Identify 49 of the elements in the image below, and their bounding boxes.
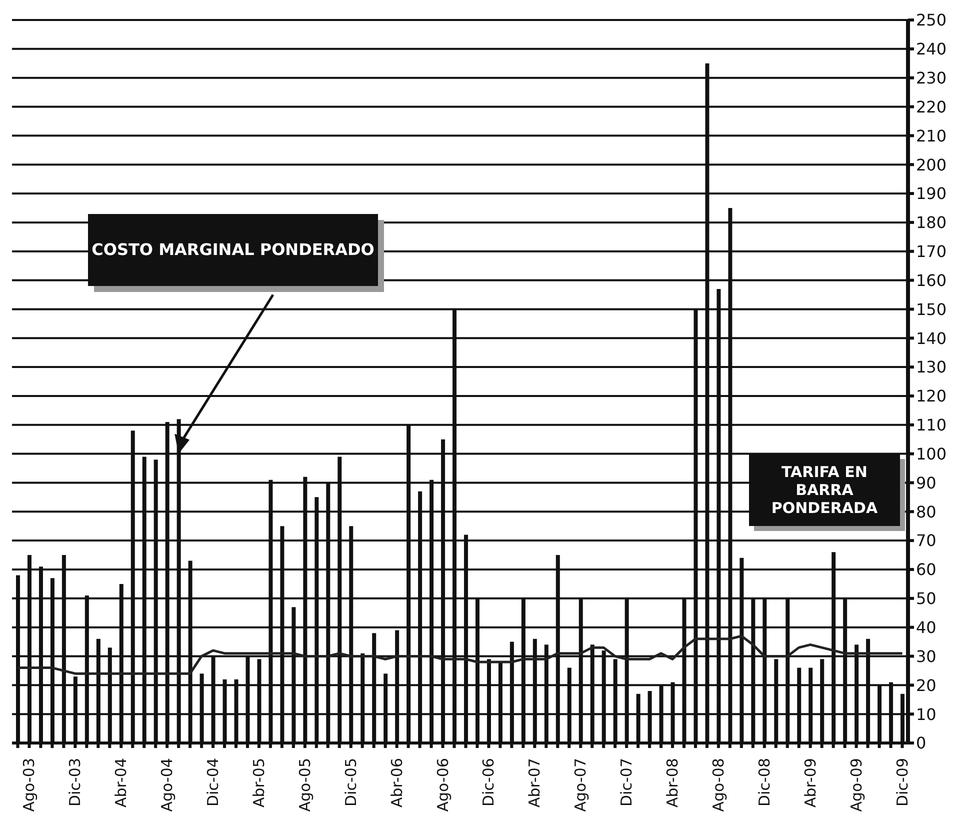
y-tick-label: 70 (916, 531, 936, 550)
y-tick-label: 180 (916, 213, 947, 232)
x-tick-label: Ago-03 (20, 758, 38, 812)
y-tick-label: 220 (916, 97, 947, 116)
x-tick-label: Abr-06 (388, 758, 406, 808)
line-series (16, 634, 904, 675)
x-tick-label: Dic-04 (204, 758, 222, 806)
y-tick-label: 120 (916, 386, 947, 406)
y-tick-label: 200 (916, 155, 947, 174)
y-tick-label: 250 (916, 10, 947, 30)
y-tick-label: 230 (916, 68, 947, 88)
y-tick-label: 50 (916, 589, 936, 608)
x-tick-label: Dic-03 (66, 758, 84, 806)
y-tick-label: 40 (916, 618, 936, 637)
x-tick-label: Abr-05 (250, 758, 268, 808)
y-tick-label: 100 (916, 444, 947, 464)
x-tick-label: Abr-08 (664, 758, 682, 808)
x-tick-label: Ago-08 (709, 758, 728, 812)
x-tick-label: Dic-08 (755, 758, 774, 806)
y-tick-label: 30 (916, 646, 936, 666)
y-tick-label: 90 (916, 473, 936, 492)
y-tick-label: 60 (916, 560, 936, 580)
x-tick-label: Dic-07 (618, 758, 636, 806)
x-tick-label: Abr-09 (801, 758, 820, 808)
y-tick-label: 80 (916, 502, 936, 522)
x-tick-label: Dic-06 (480, 758, 498, 806)
y-tick-label: 0 (916, 734, 926, 753)
y-tick-label: 140 (916, 328, 947, 348)
y-tick-label: 210 (916, 126, 947, 146)
callout-box: TARIFA EN BARRA PONDERADA (748, 454, 900, 526)
y-tick-label: 110 (916, 416, 947, 435)
x-tick-label: Abr-07 (526, 758, 544, 808)
x-tick-label: Ago-06 (434, 758, 452, 812)
x-tick-label: Ago-05 (296, 758, 314, 812)
callout-box: COSTO MARGINAL PONDERADO (88, 214, 378, 286)
y-tick-label: 160 (916, 270, 947, 290)
x-tick-label: Ago-09 (847, 758, 866, 812)
x-tick-label: Dic-09 (893, 758, 912, 806)
x-tick-label: Abr-04 (112, 758, 130, 808)
x-tick-label: Dic-05 (342, 758, 360, 806)
y-tick-label: 20 (916, 676, 936, 695)
x-tick-label: Ago-04 (158, 758, 176, 812)
y-tick-label: 150 (916, 300, 947, 319)
y-tick-label: 240 (916, 40, 947, 59)
x-tick-label: Ago-07 (572, 758, 590, 812)
y-tick-label: 130 (916, 358, 947, 377)
y-tick-label: 170 (916, 242, 947, 262)
y-tick-label: 10 (916, 704, 936, 724)
y-tick-label: 190 (916, 184, 947, 204)
